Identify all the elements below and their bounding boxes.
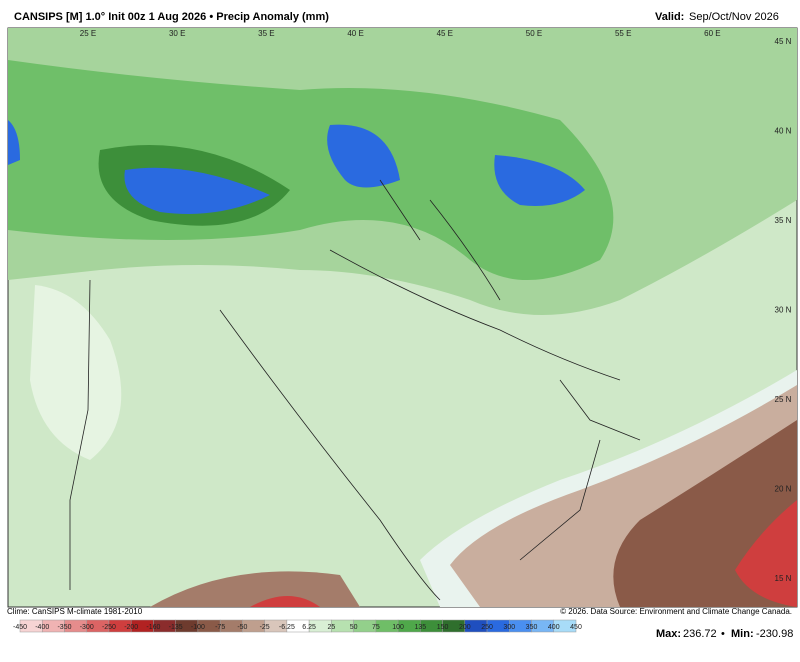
max-label: Max: [656,628,681,640]
valid-label: Valid: [655,11,684,23]
wet-max [8,120,20,165]
colorbar-tick-label: -160 [146,624,160,631]
colorbar-tick-label: -250 [102,624,116,631]
lat-label: 30 N [775,306,792,315]
max-value: 236.72 [683,628,717,640]
colorbar-tick-label: 150 [437,624,449,631]
colorbar-tick-label: 250 [481,624,493,631]
colorbar-tick-label: -75 [215,624,225,631]
colorbar-tick-label: -300 [80,624,94,631]
colorbar-tick-label: -350 [57,624,71,631]
lon-label: 55 E [615,29,631,38]
dry-band [150,571,360,607]
colorbar-tick-label: 450 [570,624,582,631]
colorbar-tick-label: 400 [548,624,560,631]
colorbar-tick-label: -6.25 [279,624,295,631]
colorbar-tick-label: 300 [503,624,515,631]
lon-label: 30 E [169,29,185,38]
colorbar-tick-label: 135 [414,624,426,631]
lon-label: 35 E [258,29,274,38]
min-label: Min: [731,628,754,640]
colorbar-tick-label: 6.25 [302,624,316,631]
colorbar-tick-label: 350 [526,624,538,631]
title: CANSIPS [M] 1.0° Init 00z 1 Aug 2026 • P… [14,11,329,23]
lon-label: 45 E [437,29,453,38]
dry-max [250,596,320,607]
wet-max [124,167,270,214]
colorbar-tick-label: 50 [350,624,358,631]
colorbar-tick-label: 75 [372,624,380,631]
colorbar: -450 -400 -350 -300 -250 -200 -160 -135 -100 -75 -… [13,619,582,633]
separator: • [721,628,725,640]
colorbar-swatch [553,619,577,633]
colorbar-tick-label: 100 [392,624,404,631]
colorbar-tick-label: -200 [124,624,138,631]
wet-max [494,155,585,206]
dry-max [735,500,797,607]
wet-max [327,124,400,188]
map [7,27,798,608]
clime-note: Clime: CanSIPS M-climate 1981-2010 [7,607,143,616]
wet-core [8,60,614,280]
dry-patch [30,285,122,460]
valid-value: Sep/Oct/Nov 2026 [689,11,779,23]
colorbar-tick-label: 25 [327,624,335,631]
lon-label: 60 E [704,29,720,38]
lat-label: 25 N [775,395,792,404]
colorbar-tick-label: -135 [169,624,183,631]
credit: © 2026. Data Source: Environment and Cli… [560,607,792,616]
colorbar-tick-label: -25 [260,624,270,631]
lat-label: 45 N [775,37,792,46]
lat-label: 35 N [775,216,792,225]
lat-label: 20 N [775,485,792,494]
colorbar-tick-label: -400 [35,624,49,631]
colorbar-tick-label: -450 [13,624,27,631]
lat-label: 40 N [775,127,792,136]
lon-label: 25 E [80,29,96,38]
colorbar-tick-label: 200 [459,624,471,631]
lat-label: 15 N [775,574,792,583]
colorbar-tick-label: -50 [237,624,247,631]
min-value: -230.98 [756,628,793,640]
lon-label: 40 E [347,29,363,38]
lon-label: 50 E [526,29,542,38]
colorbar-tick-label: -100 [191,624,205,631]
borders [69,179,641,601]
